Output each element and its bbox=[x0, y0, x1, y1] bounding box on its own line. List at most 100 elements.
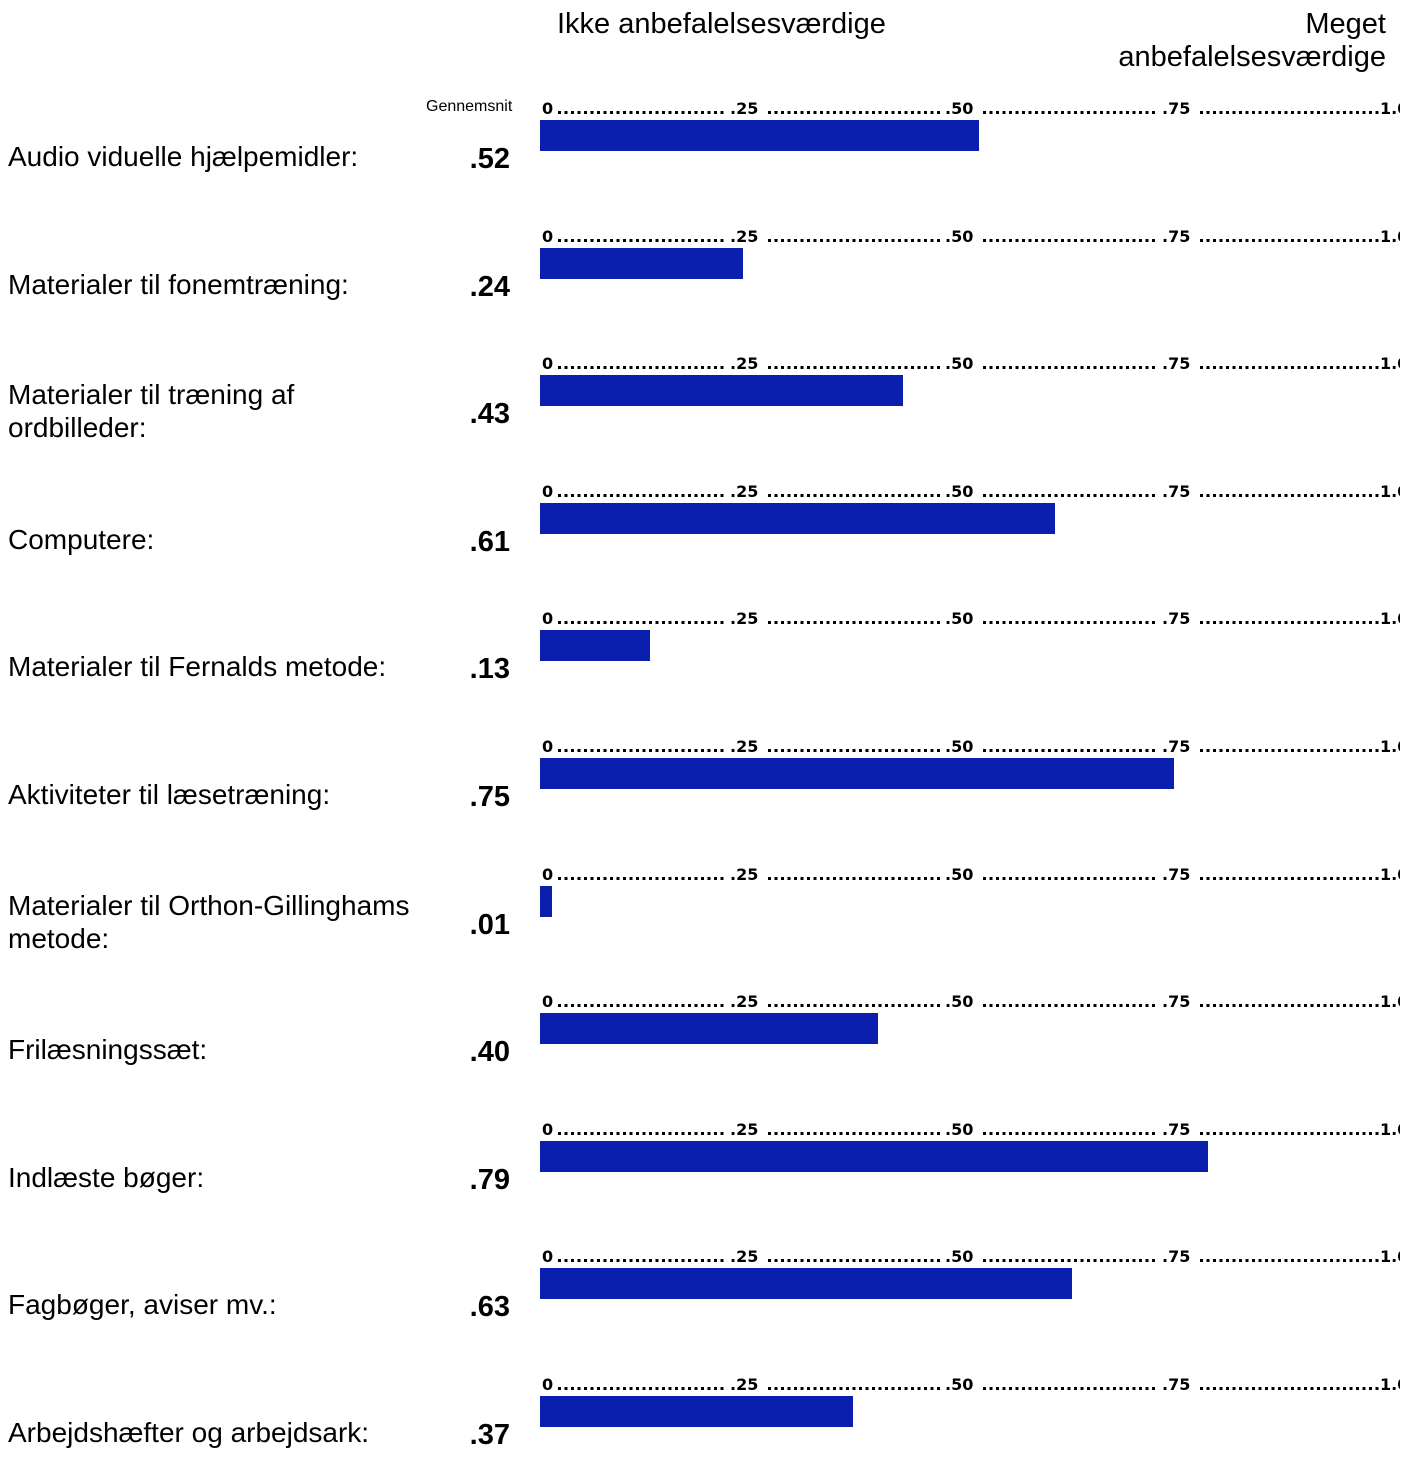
scale-dot bbox=[688, 366, 691, 369]
scale-dot bbox=[681, 111, 685, 114]
scale-dot bbox=[603, 1132, 607, 1135]
scale-dot bbox=[768, 494, 771, 497]
scale-dot bbox=[1067, 877, 1071, 880]
scale-dot bbox=[983, 877, 986, 880]
scale-dot bbox=[1054, 621, 1058, 624]
scale-dot bbox=[820, 366, 823, 369]
scale-dot bbox=[1087, 494, 1090, 497]
scale-dot bbox=[787, 877, 791, 880]
scale-dot bbox=[668, 1387, 672, 1390]
scale-dot bbox=[1375, 1387, 1379, 1390]
scale-dot bbox=[668, 494, 672, 497]
scale-dot bbox=[1061, 749, 1064, 752]
scale-dot bbox=[1304, 621, 1307, 624]
scale-dot bbox=[872, 239, 875, 242]
scale-dot bbox=[904, 1387, 908, 1390]
scale-dot bbox=[668, 1004, 672, 1007]
scale-dot bbox=[681, 1004, 685, 1007]
scale-dot bbox=[1022, 1004, 1025, 1007]
scale-dot bbox=[1265, 1132, 1268, 1135]
scale-dot bbox=[865, 1387, 869, 1390]
scale-dot bbox=[558, 621, 561, 624]
scale-dot bbox=[911, 1132, 914, 1135]
scale-dot bbox=[1200, 494, 1203, 497]
scale-dot bbox=[1074, 366, 1077, 369]
scale-dot bbox=[649, 111, 652, 114]
scale-dot bbox=[1080, 621, 1084, 624]
scale-dot bbox=[859, 239, 862, 242]
scale-dot bbox=[1152, 1132, 1155, 1135]
scale-dot bbox=[1061, 877, 1064, 880]
scale-dot bbox=[1145, 1004, 1149, 1007]
scale-dot bbox=[996, 621, 999, 624]
scale-dot bbox=[720, 621, 724, 624]
bar bbox=[540, 886, 552, 917]
scale-dot bbox=[1145, 494, 1149, 497]
scale-dot bbox=[930, 621, 934, 624]
scale-dot bbox=[911, 111, 914, 114]
scale-dot bbox=[1002, 1132, 1006, 1135]
scale-dot bbox=[1106, 494, 1110, 497]
scale-dot bbox=[1369, 111, 1372, 114]
scale-dot bbox=[629, 1259, 633, 1262]
scale-dot bbox=[1152, 877, 1155, 880]
scale-dot bbox=[1106, 1132, 1110, 1135]
scale-dot bbox=[1048, 1004, 1051, 1007]
scale-dot bbox=[655, 366, 659, 369]
scale-dot bbox=[833, 1259, 836, 1262]
scale-dot bbox=[924, 1259, 927, 1262]
scale-dot bbox=[688, 111, 691, 114]
scale-dot bbox=[1061, 1132, 1064, 1135]
scale-dot bbox=[930, 1132, 934, 1135]
scale-dot bbox=[1304, 494, 1307, 497]
scale-dot bbox=[1291, 1259, 1294, 1262]
scale-dot bbox=[800, 239, 804, 242]
scale-dot bbox=[590, 749, 594, 752]
scale-dot bbox=[1297, 1259, 1301, 1262]
scale-dot bbox=[688, 749, 691, 752]
scale-dot bbox=[564, 494, 568, 497]
scale-dot bbox=[820, 239, 823, 242]
scale-dot bbox=[707, 111, 711, 114]
scale-dot bbox=[1336, 877, 1340, 880]
bar bbox=[540, 1268, 1072, 1299]
scale-tick-label: .75 bbox=[1162, 1120, 1190, 1139]
scale-dot bbox=[701, 749, 704, 752]
scale-dot bbox=[1245, 239, 1249, 242]
scale-dot bbox=[898, 1004, 901, 1007]
scale-dot bbox=[904, 621, 908, 624]
scale-dot bbox=[904, 1004, 908, 1007]
bar bbox=[540, 630, 650, 661]
scale-dot bbox=[774, 749, 778, 752]
scale-dot bbox=[813, 1004, 817, 1007]
scale-dot bbox=[891, 1004, 895, 1007]
scale-dot bbox=[1106, 366, 1110, 369]
scale-dot bbox=[584, 1132, 587, 1135]
scale-dot bbox=[1152, 621, 1155, 624]
scale-dot bbox=[1219, 1004, 1223, 1007]
scale-dot bbox=[1015, 1387, 1019, 1390]
scale-dot bbox=[616, 366, 620, 369]
scale-dot bbox=[904, 239, 908, 242]
scale-dot bbox=[1009, 366, 1012, 369]
scale-dot bbox=[1291, 1387, 1294, 1390]
scale-dot bbox=[1002, 366, 1006, 369]
scale-dot bbox=[623, 749, 626, 752]
scale-dot bbox=[1035, 1132, 1038, 1135]
scale-dot bbox=[826, 1387, 830, 1390]
scale-dot bbox=[813, 239, 817, 242]
scale-dot bbox=[911, 877, 914, 880]
category-label: Materialer til træning af ordbilleder: bbox=[8, 379, 295, 443]
scale-dot bbox=[1152, 366, 1155, 369]
scale-dot bbox=[1297, 494, 1301, 497]
scale-dot bbox=[1317, 749, 1320, 752]
scale-dot bbox=[1245, 1387, 1249, 1390]
scale-dot bbox=[610, 1387, 613, 1390]
scale-dot bbox=[1152, 239, 1155, 242]
scale-dot bbox=[1304, 1132, 1307, 1135]
bar bbox=[540, 1013, 878, 1044]
scale-dot bbox=[1226, 366, 1229, 369]
scale-dot bbox=[1035, 1387, 1038, 1390]
scale-dot bbox=[1002, 239, 1006, 242]
scale-dot bbox=[655, 494, 659, 497]
